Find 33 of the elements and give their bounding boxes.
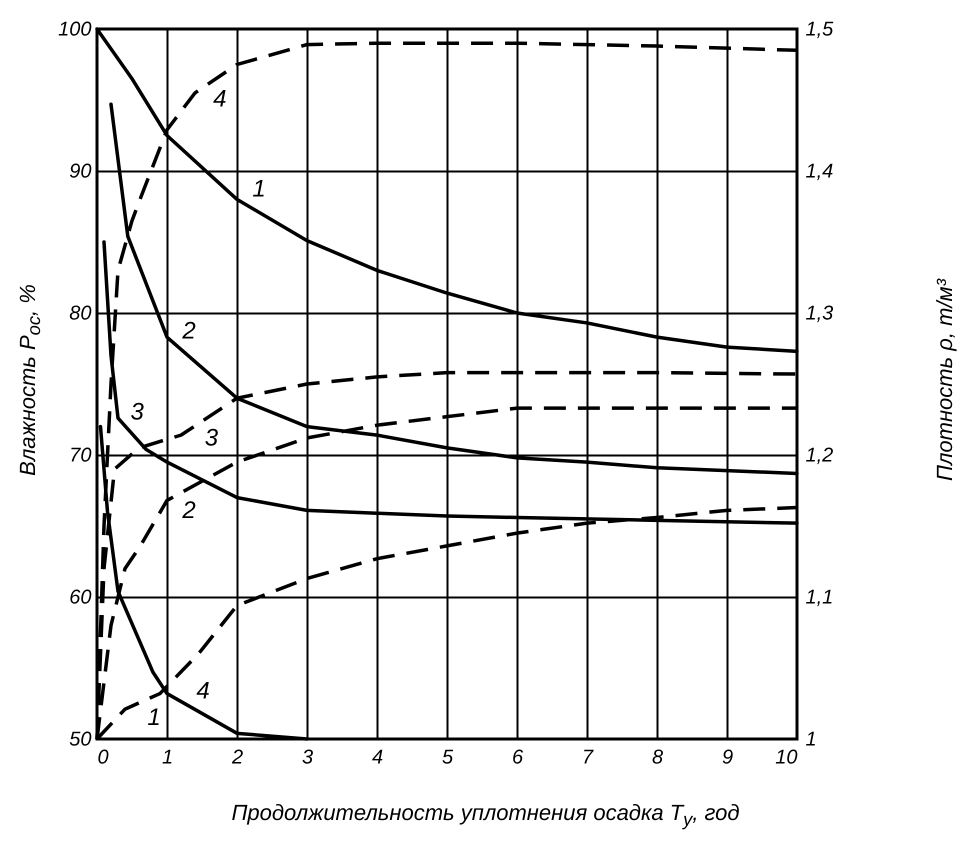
series-label: 1 (252, 176, 266, 203)
y-tick-label: 50 (69, 728, 92, 750)
x-tick-label: 4 (372, 746, 384, 768)
x-tick-label: 2 (230, 746, 244, 768)
series-label: 4 (213, 86, 226, 113)
series-label: 2 (181, 496, 196, 524)
x-tick-label: 8 (652, 746, 664, 768)
y2-tick-label: 1,2 (806, 444, 834, 466)
x-tick-label: 6 (512, 746, 524, 768)
x-tick-label: 1 (162, 746, 174, 768)
y2-tick-label: 1,1 (806, 586, 834, 608)
x-tick-label: 7 (582, 746, 594, 768)
series-label: 3 (204, 424, 219, 452)
x-tick-label: 10 (775, 746, 798, 768)
y-tick-label: 80 (69, 302, 92, 324)
x-tick-label: 9 (722, 746, 734, 768)
y2-tick-label: 1 (806, 728, 817, 750)
y-tick-label: 90 (69, 160, 92, 182)
y2-tick-label: 1,3 (806, 302, 834, 324)
y-tick-label: 100 (58, 18, 92, 40)
y-tick-label: 60 (69, 586, 92, 608)
x-tick-label: 5 (442, 746, 454, 768)
series-label: 3 (130, 398, 145, 426)
series-label: 1 (147, 704, 161, 731)
y-tick-label: 70 (69, 444, 92, 466)
y2-axis-title: Плотность ρ, т/м³ (932, 279, 958, 481)
x-tick-label: 3 (302, 746, 314, 768)
x-tick-label: 0 (98, 746, 109, 768)
series-label: 4 (196, 677, 210, 704)
y2-tick-label: 1,4 (806, 160, 834, 182)
series-label: 2 (181, 317, 196, 344)
x-axis-title: Продолжительность уплотнения осадка T$_{у}$, год (230, 800, 741, 830)
y2-tick-label: 1,5 (806, 18, 834, 40)
